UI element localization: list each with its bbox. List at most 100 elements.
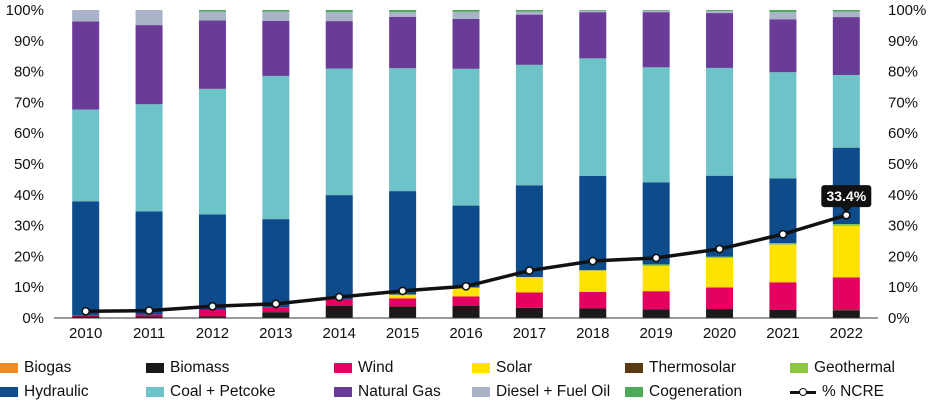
bar-segment-wind-2017 (515, 292, 543, 308)
bar-segment-biomass-2016 (452, 305, 480, 318)
bar-segment-natural-gas-2020 (706, 13, 734, 68)
bar-segment-cogeneration-2018 (579, 10, 607, 11)
bar-segment-natural-gas-2011 (135, 25, 163, 105)
ncre-point-2010 (81, 306, 91, 316)
bar-segment-biomass-2018 (579, 308, 607, 318)
bar-segment-coal-petcoke-2017 (515, 64, 543, 186)
bar-segment-biomass-2010 (72, 316, 100, 318)
bar-segment-hydraulic-2020 (706, 175, 734, 257)
y-tick-label-right: 30% (888, 218, 918, 235)
legend-swatch (472, 387, 490, 397)
bar-segment-diesel-fuel-oil-2021 (769, 12, 797, 20)
callout-layer: 33.4% (821, 185, 872, 214)
bar-segment-natural-gas-2021 (769, 19, 797, 73)
legend-item-thermosolar: Thermosolar (625, 357, 736, 379)
x-tick-label: 2011 (133, 325, 165, 342)
bar-segment-thermosolar-2022 (832, 309, 860, 311)
bar-segment-solar-2015 (389, 294, 417, 299)
y-tick-label-left: 0% (22, 310, 44, 327)
bar-segment-cogeneration-2014 (325, 10, 353, 13)
bar-segment-biomass-2011 (135, 316, 163, 318)
y-tick-label-right: 10% (888, 279, 918, 296)
bar-segment-solar-2017 (515, 277, 543, 293)
legend-item-coal-petcoke: Coal + Petcoke (146, 381, 276, 403)
bar-segment-biomass-2021 (769, 309, 797, 318)
legend-item-natural-gas: Natural Gas (334, 381, 441, 403)
bar-segment-coal-petcoke-2010 (72, 109, 100, 202)
bar-segment-cogeneration-2019 (642, 10, 670, 11)
x-tick-label: 2015 (386, 325, 419, 342)
ncre-point-2013 (271, 299, 281, 309)
bar-segment-wind-2014 (325, 299, 353, 306)
stacked-bar-chart: 0% 0% 10% 10% 20% 20% 30% 30% 40% 40% 50% 50% 60% 60%… (6, 2, 927, 342)
bar-segment-coal-petcoke-2015 (389, 68, 417, 192)
bar-segment-geothermal-2020 (706, 256, 734, 258)
ncre-point-2014 (334, 292, 344, 302)
bar-segment-hydraulic-2015 (389, 191, 417, 295)
bar-segment-coal-petcoke-2021 (769, 72, 797, 179)
y-tick-label-right: 70% (888, 94, 918, 111)
y-tick-label-right: 80% (888, 64, 918, 81)
legend-label: % NCRE (822, 383, 885, 400)
bar-segment-natural-gas-2022 (832, 17, 860, 75)
legend-label: Biomass (170, 359, 230, 376)
legend-label: Diesel + Fuel Oil (496, 383, 611, 400)
bar-segment-natural-gas-2018 (579, 12, 607, 59)
bar-segment-biomass-2019 (642, 309, 670, 318)
legend-item-biomass: Biomass (146, 357, 229, 379)
legend-item-cogeneration: Cogeneration (625, 381, 742, 403)
bar-segment-hydraulic-2016 (452, 205, 480, 288)
ncre-point-2012 (208, 301, 217, 311)
legend-swatch (625, 387, 643, 397)
y-tick-label-left: 30% (14, 218, 44, 235)
bar-segment-diesel-fuel-oil-2019 (642, 10, 670, 13)
bar-segment-biomass-2020 (706, 309, 734, 318)
y-tick-label-left: 70% (14, 94, 44, 111)
bar-segment-wind-2010 (72, 315, 100, 317)
legend-swatch (625, 363, 643, 373)
bars-layer (72, 10, 860, 319)
bar-segment-natural-gas-2012 (198, 20, 226, 89)
bar-segment-wind-2022 (832, 277, 860, 310)
ncre-line-layer (81, 210, 851, 316)
legend-item-hydraulic: Hydraulic (0, 381, 89, 403)
legend-label: Hydraulic (24, 383, 89, 400)
axes-layer: 0% 0% 10% 10% 20% 20% 30% 30% 40% 40% 50% 50% 60% 60%… (6, 2, 927, 342)
legend-label: Coal + Petcoke (170, 383, 276, 400)
bar-segment-coal-petcoke-2012 (198, 88, 226, 215)
bar-segment-wind-2020 (706, 287, 734, 310)
y-tick-label-left: 60% (14, 125, 44, 142)
bar-segment-cogeneration-2013 (262, 10, 290, 12)
bar-segment-solar-2022 (832, 225, 860, 278)
bar-segment-hydraulic-2018 (579, 176, 607, 271)
legend-swatch (334, 363, 352, 373)
legend-item-geothermal: Geothermal (790, 357, 895, 379)
bar-segment-natural-gas-2013 (262, 20, 290, 76)
legend-item-wind: Wind (334, 357, 393, 379)
bar-segment-solar-2020 (706, 257, 734, 288)
bar-segment-coal-petcoke-2011 (135, 104, 163, 212)
bar-segment-natural-gas-2014 (325, 21, 353, 69)
bar-segment-hydraulic-2014 (325, 195, 353, 300)
bar-segment-coal-petcoke-2022 (832, 74, 860, 148)
bar-segment-diesel-fuel-oil-2010 (72, 10, 100, 22)
bar-segment-solar-2019 (642, 265, 670, 292)
x-tick-label: 2018 (576, 325, 609, 342)
legend-label: Solar (496, 359, 533, 376)
bar-segment-cogeneration-2017 (515, 10, 543, 12)
bar-segment-solar-2016 (452, 287, 480, 297)
y-tick-label-right: 0% (888, 310, 910, 327)
bar-segment-diesel-fuel-oil-2016 (452, 11, 480, 19)
bar-segment-natural-gas-2010 (72, 21, 100, 110)
x-tick-label: 2020 (703, 325, 736, 342)
bar-segment-diesel-fuel-oil-2012 (198, 11, 226, 21)
bar-segment-cogeneration-2022 (832, 10, 860, 12)
bar-segment-diesel-fuel-oil-2022 (832, 11, 860, 18)
bar-segment-diesel-fuel-oil-2020 (706, 10, 734, 14)
ncre-point-2020 (715, 244, 724, 254)
bar-segment-cogeneration-2020 (706, 10, 734, 11)
bar-segment-wind-2021 (769, 282, 797, 310)
x-tick-label: 2014 (323, 325, 356, 342)
legend-label: Wind (358, 359, 394, 376)
x-tick-label: 2021 (766, 325, 799, 342)
